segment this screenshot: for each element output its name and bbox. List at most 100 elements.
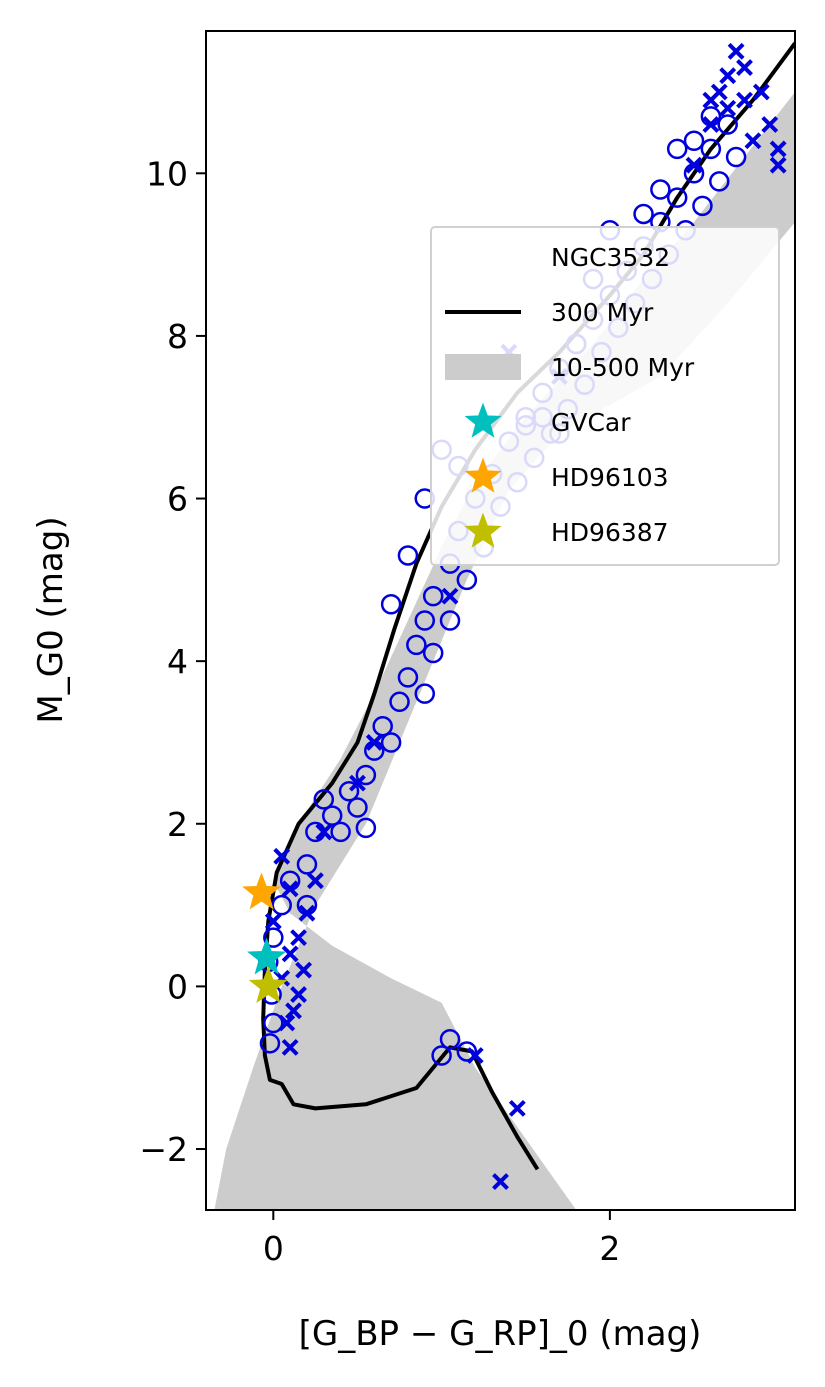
y-axis-ticks: −2 0 2 4 6 8 10: [139, 154, 206, 1169]
member-circle-43: [414, 683, 436, 704]
member-circle-17: [414, 610, 436, 631]
star-hd96387: [248, 965, 288, 1003]
x-tick-label-2: 2: [599, 1229, 620, 1268]
member-cross-5: [285, 1002, 302, 1020]
legend-swatch-10-500-myr: [445, 354, 521, 380]
member-circle-36: [717, 114, 738, 135]
member-cross-14: [315, 823, 333, 841]
member-cross-16: [365, 734, 383, 751]
legend: NGC3532 300 Myr 10-500 Myr GVCar HD96103 HD96…: [430, 226, 780, 566]
x-tick-label-0: 0: [263, 1229, 284, 1268]
member-cross-15: [349, 774, 366, 792]
member-circle-72: [633, 203, 654, 225]
member-circle-40: [313, 789, 335, 810]
member-circle-61: [709, 171, 730, 192]
member-cross-25: [761, 116, 779, 133]
member-cross-17: [441, 587, 459, 605]
member-circle-70: [380, 593, 402, 615]
member-circle-9: [321, 805, 343, 826]
member-circle-5: [271, 894, 292, 916]
member-circle-81: [456, 1041, 478, 1062]
member-cross-12: [306, 872, 324, 890]
member-cross-26: [769, 140, 787, 158]
member-circle-39: [347, 797, 368, 818]
member-circle-33: [666, 187, 688, 208]
member-cross-9: [290, 929, 307, 947]
member-cross-31: [719, 99, 737, 117]
member-cross-27: [769, 156, 787, 174]
member-cross-30: [710, 83, 728, 101]
member-circle-42: [380, 732, 402, 753]
legend-swatch-gvcar: [464, 402, 502, 438]
member-circle-69: [397, 545, 419, 566]
y-tick-label-8: 8: [167, 317, 188, 356]
member-cross-11: [281, 880, 299, 898]
member-circle-60: [692, 195, 713, 217]
member-cross-35: [264, 912, 282, 930]
member-circle-10: [338, 781, 360, 802]
legend-label-hd96387: HD96387: [551, 518, 669, 547]
member-circle-79: [431, 1045, 452, 1066]
member-circle-1: [263, 1012, 284, 1034]
member-cross-22: [727, 42, 745, 60]
legend-label-hd96103: HD96103: [551, 463, 669, 492]
member-circle-0: [259, 1033, 281, 1054]
y-tick-label-6: 6: [167, 480, 188, 519]
star-gvcar: [247, 937, 287, 975]
member-circle-35: [700, 138, 722, 160]
member-circle-41: [355, 817, 377, 839]
member-circle-80: [439, 1028, 461, 1050]
member-cross-28: [685, 156, 703, 174]
y-axis-label: M_G0 (mag): [31, 516, 71, 723]
member-cross-8: [281, 945, 299, 963]
member-circle-46: [456, 569, 478, 591]
member-cross-33: [744, 132, 762, 150]
y-tick-label--2: −2: [139, 1130, 188, 1169]
member-cross-21: [719, 67, 737, 85]
legend-swatch-hd96103: [464, 457, 502, 493]
legend-label-10-500-myr: 10-500 Myr: [551, 353, 695, 382]
legend-swatch-hd96387: [464, 512, 502, 548]
x-axis-label: [G_BP − G_RP]_0 (mag): [299, 1314, 702, 1354]
member-circle-75: [650, 179, 671, 200]
legend-label-300-myr: 300 Myr: [551, 298, 654, 327]
star-hd96103: [242, 872, 281, 910]
member-cross-7: [295, 961, 313, 979]
member-cross-10: [298, 904, 316, 922]
y-tick-label-4: 4: [167, 642, 188, 681]
member-cross-0: [492, 1173, 509, 1190]
member-circle-11: [355, 764, 377, 786]
y-tick-label-0: 0: [167, 967, 188, 1006]
member-circle-45: [439, 610, 461, 631]
member-cross-6: [290, 986, 307, 1003]
member-circle-4: [263, 927, 284, 948]
member-circle-7: [296, 854, 318, 875]
member-cross-29: [702, 116, 720, 133]
axes-frame: [205, 30, 796, 1211]
band-10-500-myr: [214, 31, 795, 1210]
y-tick-label-10: 10: [146, 154, 188, 193]
plot-area: [214, 31, 795, 1210]
member-circle-14: [389, 691, 410, 713]
legend-label-gvcar: GVCar: [551, 408, 631, 437]
member-circle-15: [397, 667, 419, 688]
member-circle-78: [666, 138, 688, 160]
member-cross-1: [508, 1099, 526, 1117]
member-circle-18: [422, 585, 444, 607]
member-circle-44: [422, 642, 444, 664]
member-circle-62: [725, 146, 747, 168]
member-cross-32: [736, 91, 753, 109]
y-tick-label-2: 2: [167, 805, 188, 844]
member-cross-2: [466, 1047, 484, 1064]
legend-label-ngc3532: NGC3532: [551, 243, 670, 272]
member-circle-38: [330, 821, 351, 843]
member-circle-16: [406, 634, 427, 656]
member-cross-23: [736, 59, 753, 77]
member-cross-13: [273, 847, 291, 865]
member-cross-4: [278, 1014, 296, 1032]
member-circle-76: [683, 130, 705, 152]
member-cross-3: [281, 1038, 299, 1056]
member-circle-13: [372, 715, 393, 737]
